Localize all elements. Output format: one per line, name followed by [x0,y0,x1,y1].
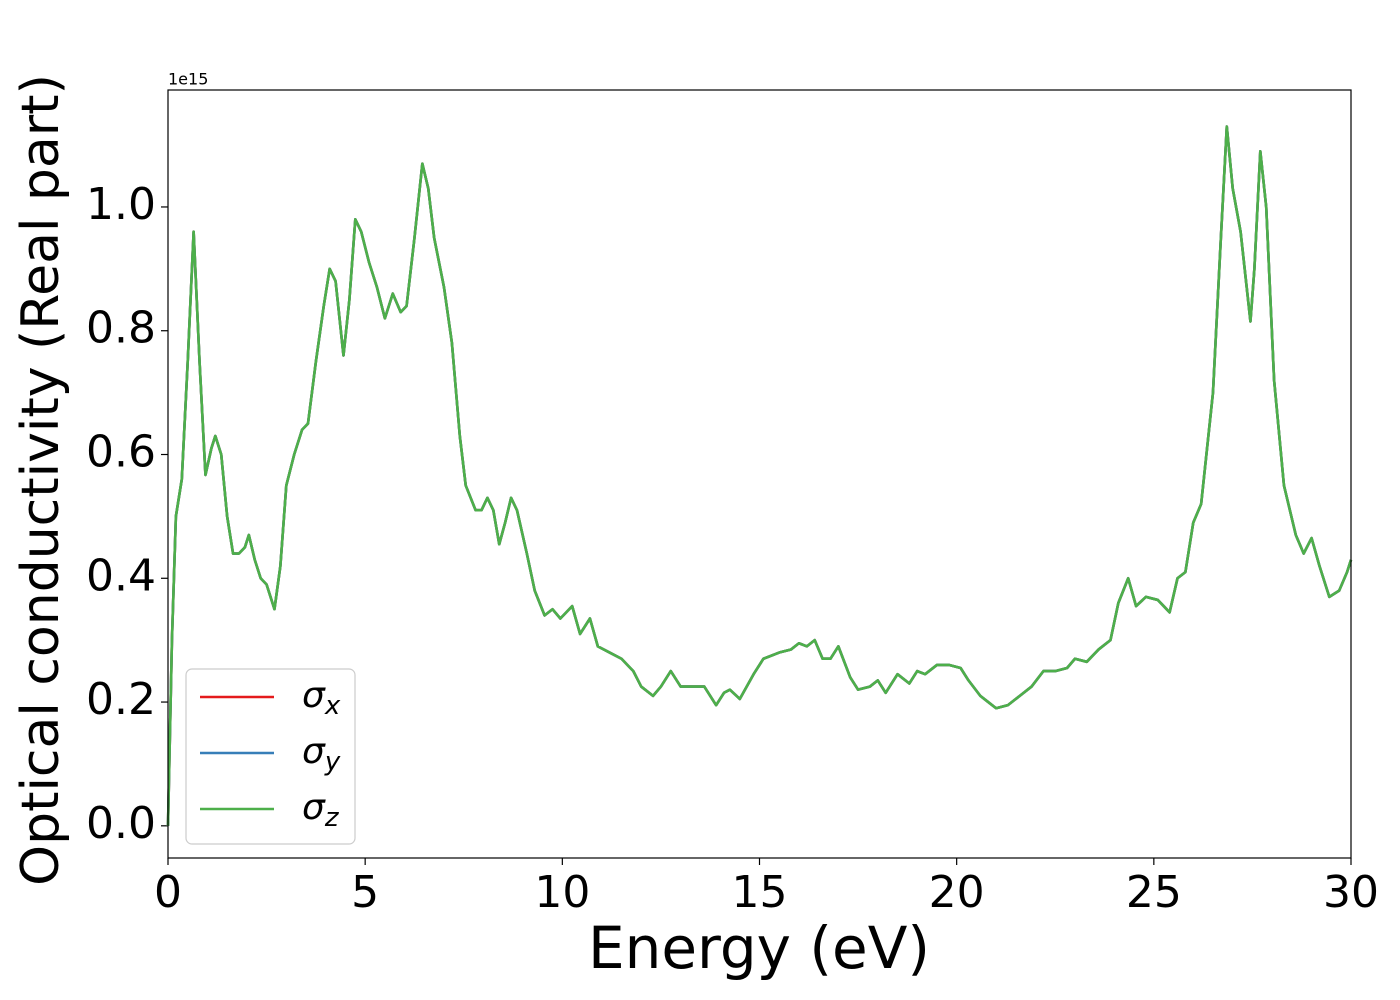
y-tick-label: 0.4 [86,550,156,601]
x-tick-label: 0 [154,867,182,918]
y-offset-label: 1e15 [168,70,208,89]
y-axis-label: Optical conductivity (Real part) [11,74,71,886]
y-tick-label: 1.0 [86,179,156,230]
x-tick-label: 25 [1126,867,1182,918]
x-tick-label: 5 [351,867,379,918]
x-tick-label: 20 [929,867,985,918]
y-tick-label: 0.8 [86,303,156,354]
legend-label: σz [302,787,340,833]
y-tick-label: 0.6 [86,427,156,478]
y-tick-label: 0.0 [86,798,156,849]
series-line [166,125,1353,826]
legend-box [185,668,356,845]
x-tick-label: 10 [534,867,590,918]
legend: σx σy σz [185,668,356,845]
y-tick-label: 0.2 [86,674,156,725]
legend-label: σx [302,675,341,721]
x-axis-label: Energy (eV) [588,914,930,982]
x-tick-label: 30 [1323,867,1379,918]
x-tick-label: 15 [732,867,788,918]
plot-frame [167,89,1352,859]
legend-label: σy [302,731,341,777]
